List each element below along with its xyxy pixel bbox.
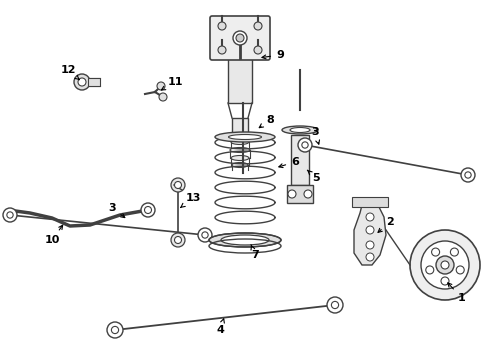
Circle shape [107,322,123,338]
Ellipse shape [215,132,275,142]
Circle shape [304,190,312,198]
Circle shape [298,138,312,152]
Ellipse shape [231,140,249,144]
Circle shape [366,226,374,234]
Circle shape [254,22,262,30]
Circle shape [78,78,86,86]
Text: 7: 7 [251,245,259,260]
Circle shape [441,277,449,285]
Circle shape [327,297,343,313]
Circle shape [198,228,212,242]
Circle shape [141,203,155,217]
Text: 3: 3 [311,127,319,144]
Text: 12: 12 [60,65,79,80]
Text: 10: 10 [44,225,63,245]
Bar [88,78,100,86]
Ellipse shape [231,156,249,161]
Polygon shape [354,205,386,265]
Text: 11: 11 [161,77,183,90]
Text: 9: 9 [262,50,284,60]
Circle shape [74,74,90,90]
Ellipse shape [232,162,248,167]
Circle shape [174,237,181,243]
Text: 13: 13 [181,193,201,208]
Text: 6: 6 [279,157,299,168]
Ellipse shape [282,126,318,134]
Text: 8: 8 [259,115,274,128]
Circle shape [159,93,167,101]
Circle shape [157,82,165,90]
Text: 1: 1 [448,283,466,303]
Circle shape [436,256,454,274]
Bar [228,58,252,103]
Circle shape [236,34,244,42]
Bar [232,118,248,138]
Ellipse shape [230,148,250,153]
Circle shape [218,46,226,54]
Text: 2: 2 [378,217,394,232]
Circle shape [233,31,247,45]
Text: 3: 3 [108,203,125,217]
Circle shape [171,233,185,247]
Ellipse shape [221,235,269,245]
Circle shape [410,230,480,300]
Ellipse shape [209,233,281,247]
Circle shape [432,248,440,256]
Circle shape [461,168,475,182]
Circle shape [145,207,151,213]
Circle shape [202,232,208,238]
Ellipse shape [290,127,310,132]
Bar [352,197,388,207]
Circle shape [421,241,469,289]
Circle shape [465,172,471,178]
Circle shape [174,181,181,189]
Circle shape [288,190,296,198]
Ellipse shape [228,135,262,140]
Circle shape [3,208,17,222]
Text: 4: 4 [216,319,224,335]
Bar [230,132,250,140]
Circle shape [456,266,464,274]
Circle shape [254,46,262,54]
Bar [291,135,309,185]
Text: 5: 5 [307,170,320,183]
Circle shape [331,301,339,309]
Circle shape [218,22,226,30]
Circle shape [111,327,119,334]
Circle shape [450,248,459,256]
Circle shape [366,241,374,249]
Bar [287,185,313,203]
Circle shape [426,266,434,274]
Circle shape [7,212,13,218]
Circle shape [366,213,374,221]
Circle shape [302,142,308,148]
Circle shape [366,253,374,261]
Circle shape [171,178,185,192]
Circle shape [441,261,449,269]
FancyBboxPatch shape [210,16,270,60]
